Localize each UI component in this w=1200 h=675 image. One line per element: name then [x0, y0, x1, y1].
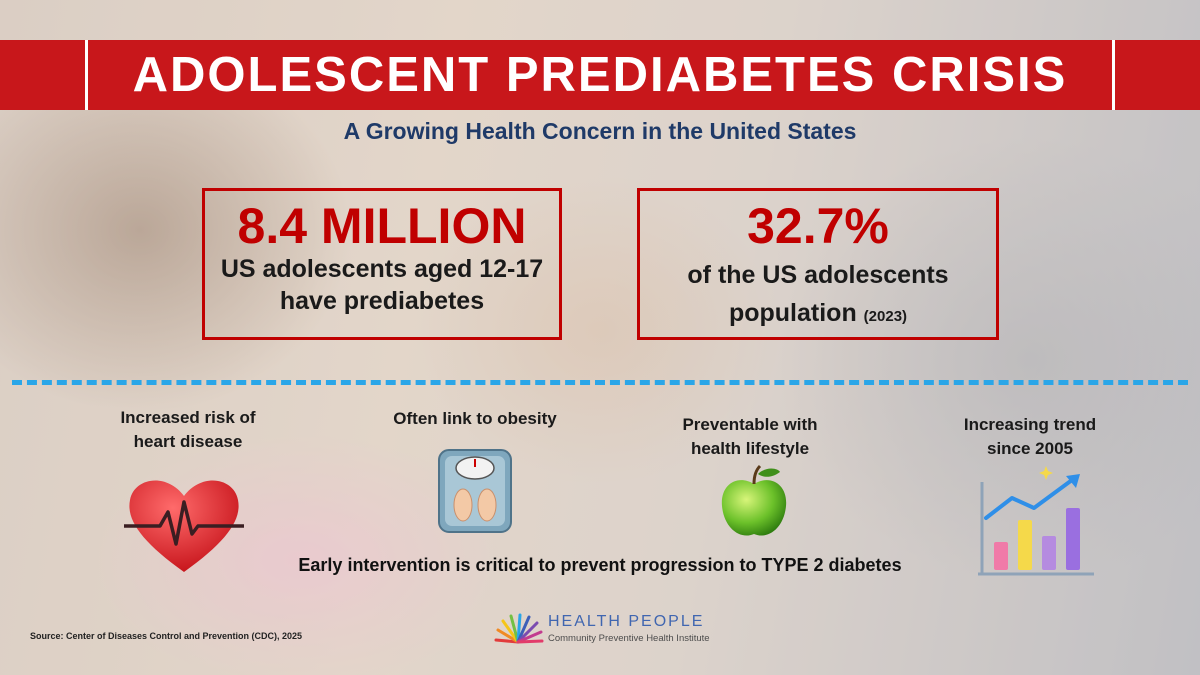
- rising-bar-chart-icon: [978, 466, 1094, 576]
- feature-heart-disease: Increased risk of heart disease: [78, 406, 298, 454]
- feature-preventable: Preventable with health lifestyle: [645, 413, 855, 461]
- feature-label-line1: Increased risk of: [120, 408, 256, 427]
- brand-logo: HEALTH PEOPLE Community Preventive Healt…: [490, 612, 720, 646]
- feature-obesity: Often link to obesity: [360, 407, 590, 431]
- page-title: ADOLESCENT PREDIABETES CRISIS: [132, 48, 1068, 102]
- stat-label-line1: of the US adolescents: [687, 261, 949, 289]
- brand-tagline: Community Preventive Health Institute: [548, 633, 710, 644]
- feature-label-line1: Increasing trend: [963, 415, 1097, 434]
- page-subtitle: A Growing Health Concern in the United S…: [343, 118, 857, 144]
- heart-pulse-icon: [124, 480, 244, 572]
- feature-label-line1: Often link to obesity: [393, 409, 557, 428]
- stat-label-line2: have prediabetes: [279, 287, 485, 315]
- stat-label-text: population: [728, 299, 857, 327]
- stat-label-line2: population (2023): [640, 297, 996, 333]
- stat-value: 8.4 MILLION: [237, 198, 527, 254]
- callout-text: Early intervention is critical to preven…: [298, 555, 902, 575]
- stat-value: 32.7%: [747, 198, 889, 254]
- stat-box-count: 8.4 MILLION US adolescents aged 12-17 ha…: [202, 188, 562, 340]
- title-frame: ADOLESCENT PREDIABETES CRISIS: [85, 40, 1115, 110]
- feature-label-line2: heart disease: [133, 432, 243, 451]
- section-divider: [12, 380, 1188, 385]
- feature-increasing-trend: Increasing trend since 2005: [920, 413, 1140, 461]
- feature-label-line2: health lifestyle: [690, 439, 810, 458]
- stat-box-percent: 32.7% of the US adolescents population (…: [637, 188, 999, 340]
- feature-label-line1: Preventable with: [682, 415, 818, 434]
- brand-name: HEALTH PEOPLE: [548, 613, 705, 630]
- stat-label-line1: US adolescents aged 12-17: [220, 255, 544, 283]
- green-apple-icon: [721, 464, 787, 536]
- sunburst-logo-icon: [494, 613, 544, 644]
- feature-label-line2: since 2005: [986, 439, 1073, 458]
- bathroom-scale-icon: [438, 449, 512, 533]
- source-citation: Source: Center of Diseases Control and P…: [30, 631, 303, 641]
- title-banner: ADOLESCENT PREDIABETES CRISIS: [0, 40, 1200, 110]
- stat-year-note: (2023): [863, 308, 908, 325]
